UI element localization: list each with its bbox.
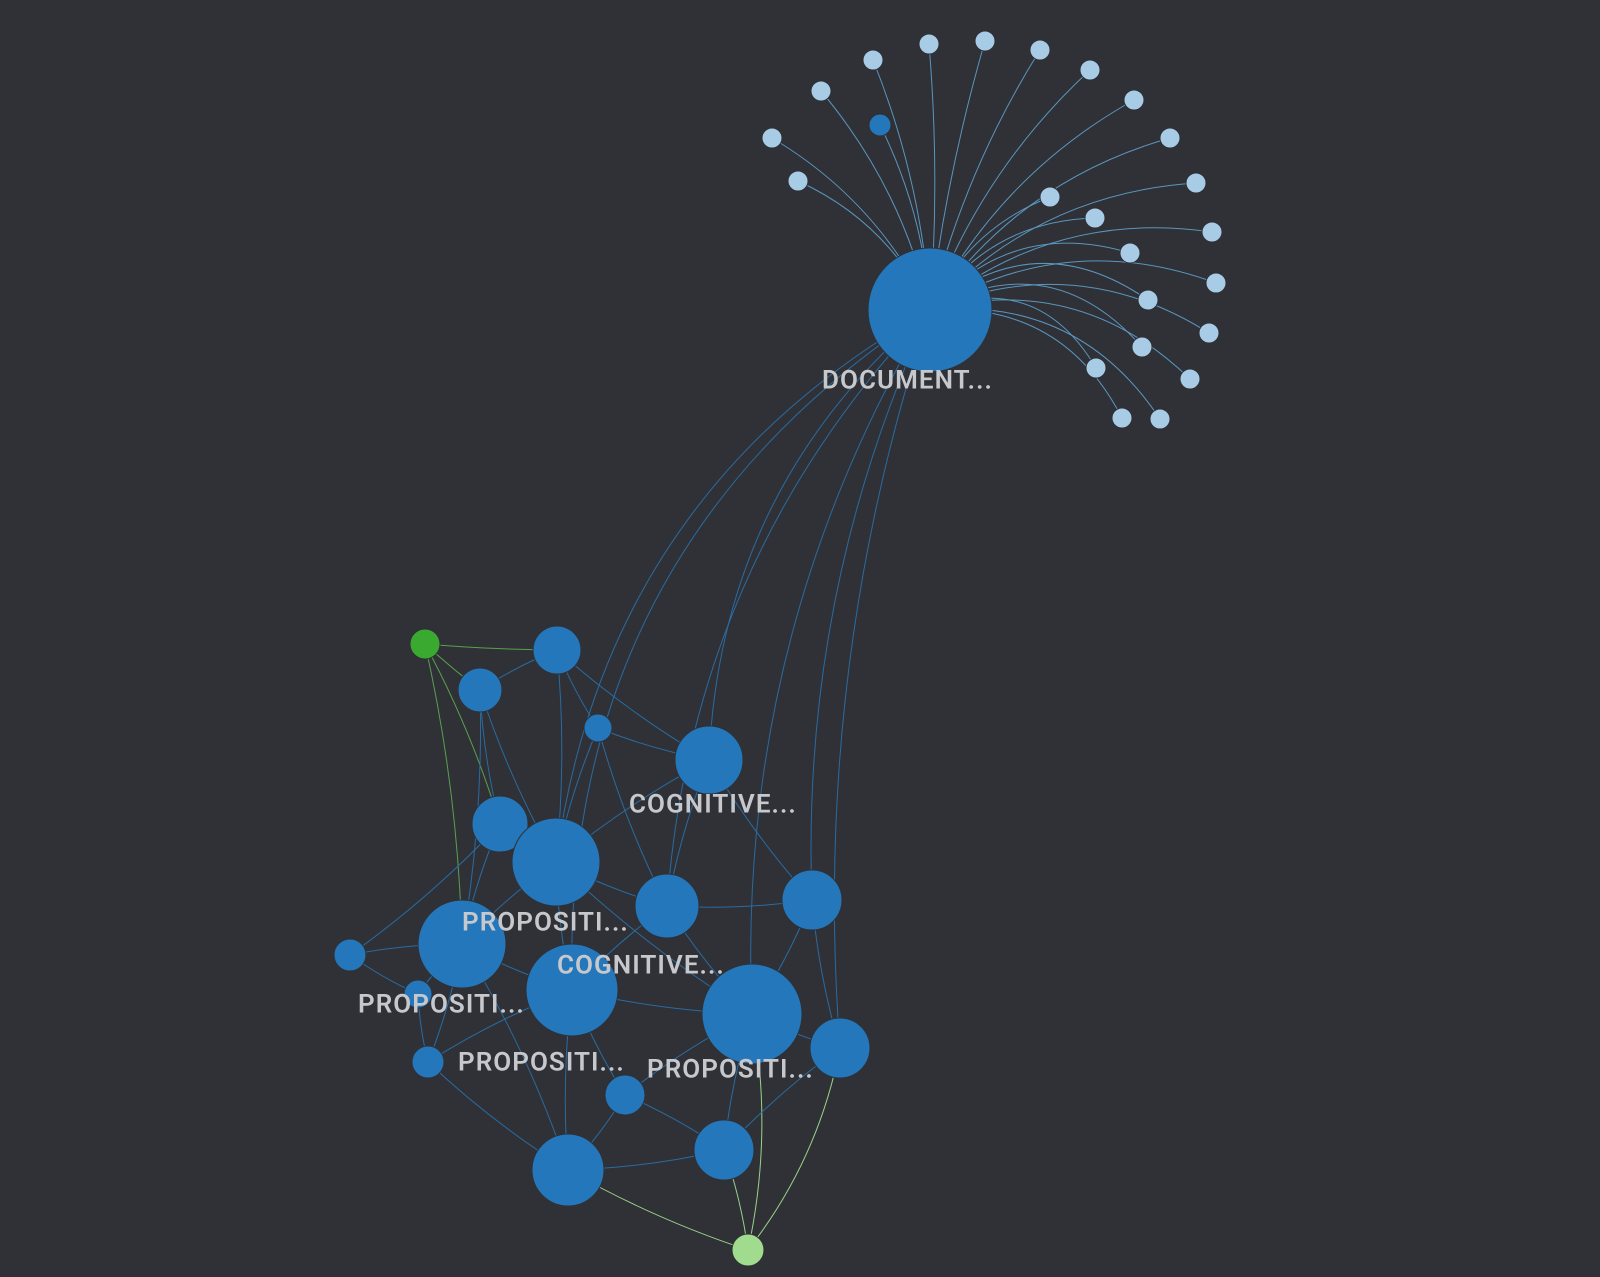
graph-node[interactable] xyxy=(412,1046,444,1078)
graph-node[interactable] xyxy=(702,964,802,1064)
graph-node[interactable] xyxy=(869,114,891,136)
graph-node[interactable] xyxy=(1132,337,1152,357)
graph-node[interactable] xyxy=(458,668,502,712)
graph-node[interactable] xyxy=(1138,290,1158,310)
graph-node[interactable] xyxy=(1112,408,1132,428)
graph-node[interactable] xyxy=(526,944,618,1036)
graph-node[interactable] xyxy=(675,726,743,794)
graph-node[interactable] xyxy=(1180,369,1200,389)
graph-node[interactable] xyxy=(512,818,600,906)
graph-canvas[interactable]: DOCUMENT...COGNITIVE...PROPOSITI...COGNI… xyxy=(0,0,1600,1277)
graph-node[interactable] xyxy=(1086,358,1106,378)
graph-node[interactable] xyxy=(410,629,440,659)
nodes-layer xyxy=(334,31,1226,1266)
graph-node[interactable] xyxy=(584,714,612,742)
graph-node[interactable] xyxy=(1186,173,1206,193)
graph-node[interactable] xyxy=(732,1234,764,1266)
graph-node[interactable] xyxy=(404,980,432,1008)
graph-node[interactable] xyxy=(635,874,699,938)
graph-node[interactable] xyxy=(811,81,831,101)
graph-node[interactable] xyxy=(1040,187,1060,207)
graph-node[interactable] xyxy=(788,171,808,191)
graph-edge xyxy=(667,310,930,906)
graph-node[interactable] xyxy=(810,1018,870,1078)
graph-node[interactable] xyxy=(1085,208,1105,228)
graph-node[interactable] xyxy=(1080,60,1100,80)
graph-node[interactable] xyxy=(1150,409,1170,429)
graph-node[interactable] xyxy=(694,1120,754,1180)
graph-edge xyxy=(556,310,930,862)
graph-node[interactable] xyxy=(1199,323,1219,343)
graph-node[interactable] xyxy=(1206,273,1226,293)
graph-node[interactable] xyxy=(334,939,366,971)
graph-node[interactable] xyxy=(762,128,782,148)
graph-node[interactable] xyxy=(975,31,995,51)
graph-node[interactable] xyxy=(605,1075,645,1115)
graph-edge xyxy=(811,310,930,900)
graph-node[interactable] xyxy=(782,870,842,930)
graph-node[interactable] xyxy=(919,34,939,54)
graph-edge xyxy=(425,644,462,944)
graph-node[interactable] xyxy=(868,248,992,372)
graph-node[interactable] xyxy=(532,1134,604,1206)
graph-node[interactable] xyxy=(863,50,883,70)
graph-edge xyxy=(748,1048,840,1250)
graph-edge xyxy=(709,310,930,760)
graph-edge xyxy=(572,310,930,990)
graph-node[interactable] xyxy=(533,626,581,674)
graph-edge xyxy=(834,310,930,1048)
graph-node-label: PROPOSITI... xyxy=(358,989,525,1019)
graph-node[interactable] xyxy=(418,900,506,988)
graph-node[interactable] xyxy=(1030,40,1050,60)
graph-node[interactable] xyxy=(1160,128,1180,148)
graph-node[interactable] xyxy=(1202,222,1222,242)
graph-node[interactable] xyxy=(1124,90,1144,110)
graph-node[interactable] xyxy=(1120,243,1140,263)
